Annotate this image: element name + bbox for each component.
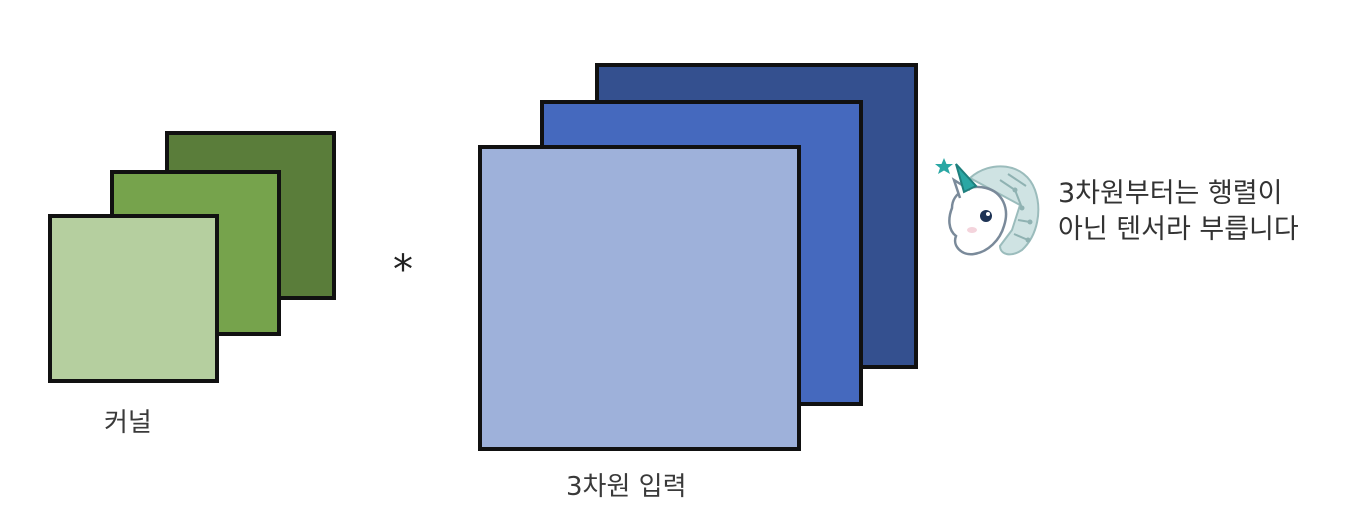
input-layer-front bbox=[478, 145, 801, 451]
speech-line-1: 3차원부터는 행렬이 bbox=[1058, 178, 1283, 209]
speech-line-2: 아닌 텐서라 부릅니다 bbox=[1058, 214, 1299, 245]
input-label: 3차원 입력 bbox=[566, 472, 687, 502]
kernel-label: 커널 bbox=[104, 408, 152, 438]
unicorn-mascot-icon bbox=[930, 150, 1050, 270]
mascot-speech: 3차원부터는 행렬이 아닌 텐서라 부릅니다 bbox=[1058, 176, 1299, 248]
kernel-layer-front bbox=[48, 214, 219, 383]
convolution-operator: * bbox=[393, 247, 413, 293]
